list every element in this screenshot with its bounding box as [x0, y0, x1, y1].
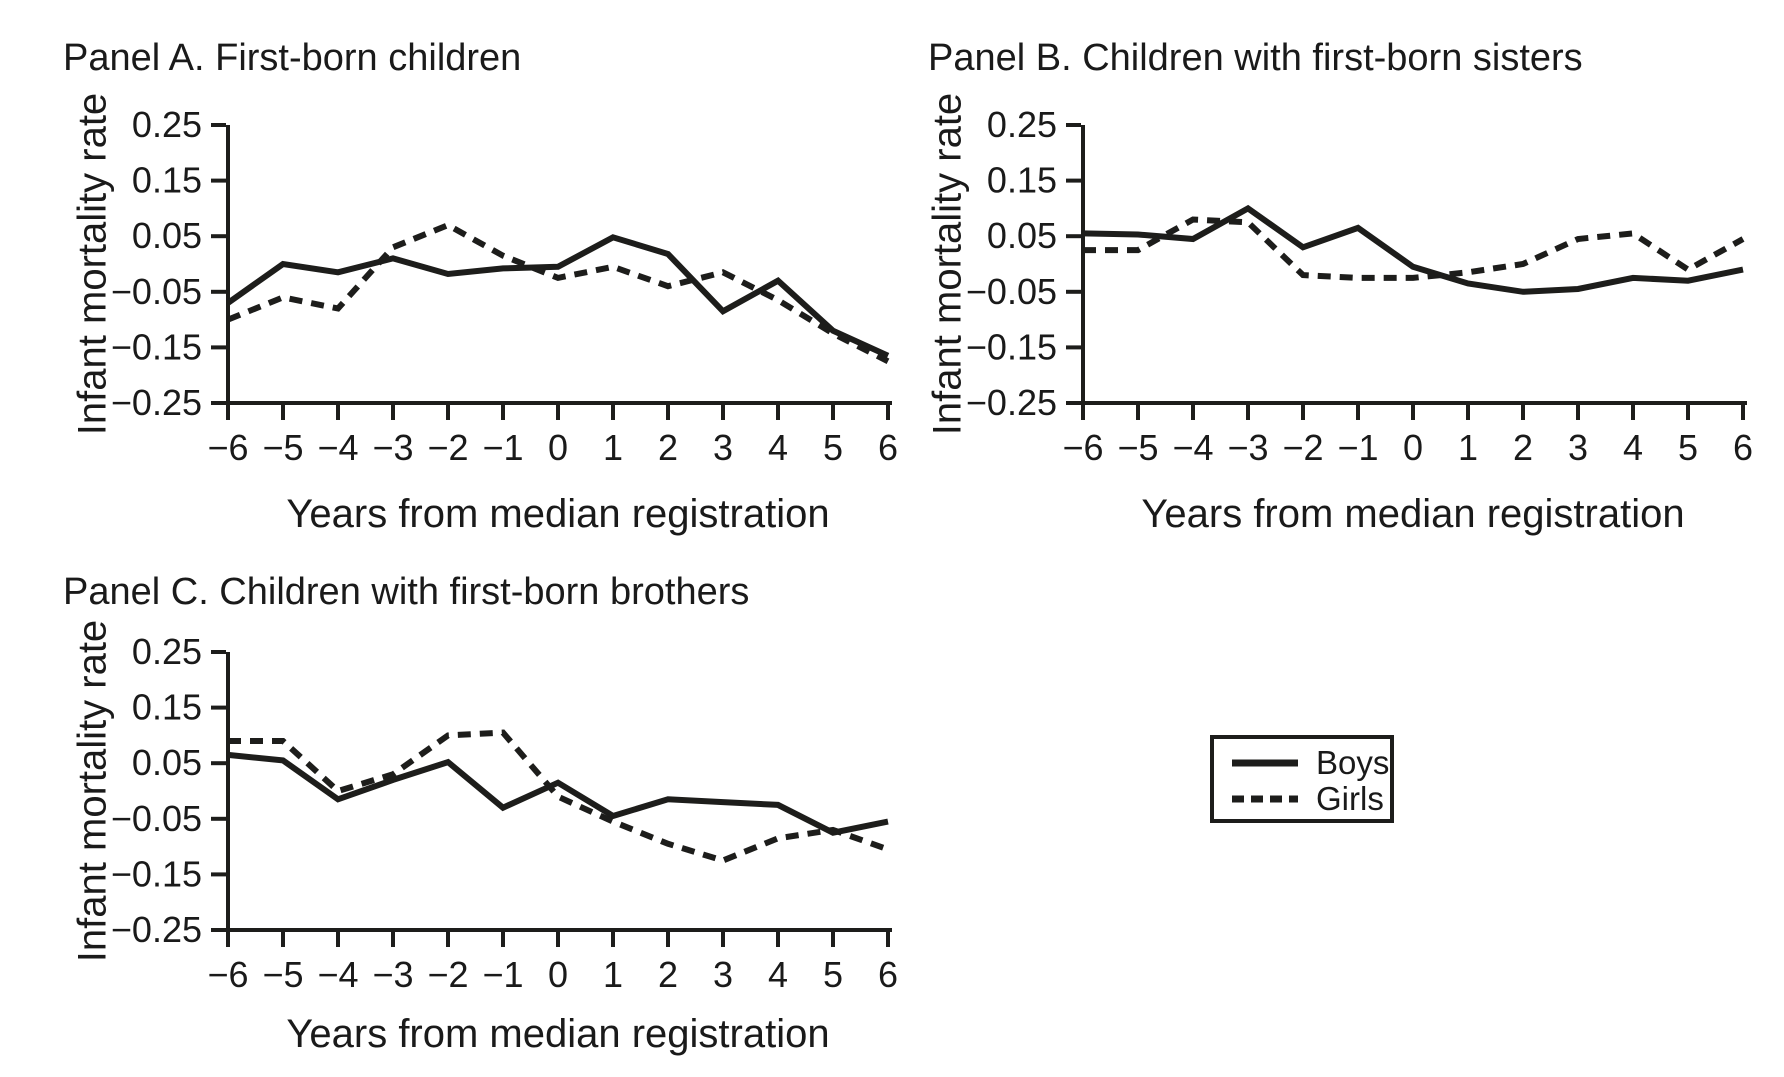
x-tick-label: 2 — [1513, 427, 1533, 468]
x-tick-label: −1 — [482, 954, 523, 995]
x-tick-label: −3 — [372, 954, 413, 995]
legend-item-girls: Girls — [1214, 780, 1390, 817]
x-tick-label: −1 — [482, 427, 523, 468]
x-tick-label: −4 — [317, 954, 358, 995]
x-tick-label: −6 — [1062, 427, 1103, 468]
x-tick-label: −4 — [1172, 427, 1213, 468]
panel-a-x-axis-label: Years from median registration — [286, 492, 830, 536]
legend: Boys Girls — [1210, 735, 1394, 823]
y-tick-label: 0.25 — [987, 104, 1057, 145]
x-tick-label: 3 — [713, 427, 733, 468]
boys-solid-line-sample — [1232, 759, 1298, 767]
boys-line — [226, 234, 890, 359]
panel-a-title: Panel A. First-born children — [63, 37, 522, 79]
girls-line — [226, 221, 890, 364]
x-tick-label: 5 — [823, 954, 843, 995]
y-tick-label: −0.15 — [111, 853, 202, 894]
x-tick-label: 0 — [548, 954, 568, 995]
panel-c-x-axis-label: Years from median registration — [286, 1012, 830, 1056]
panel-b-title: Panel B. Children with first-born sister… — [928, 37, 1583, 79]
x-tick-label: −3 — [372, 427, 413, 468]
y-tick-label: 0.15 — [132, 160, 202, 201]
panel-b-y-axis-label: Infant mortality rate — [925, 92, 970, 436]
x-tick-label: 2 — [658, 954, 678, 995]
x-tick-label: 6 — [878, 427, 898, 468]
boys-line — [227, 751, 889, 836]
x-tick-label: −5 — [262, 954, 303, 995]
x-tick-label: 4 — [768, 427, 788, 468]
y-tick-label: −0.15 — [966, 326, 1057, 367]
panel-c-title: Panel C. Children with first-born brothe… — [63, 571, 750, 613]
x-tick-label: 3 — [1568, 427, 1588, 468]
x-tick-label: −5 — [262, 427, 303, 468]
x-tick-label: −5 — [1117, 427, 1158, 468]
y-tick-label: 0.05 — [132, 742, 202, 783]
y-tick-label: 0.25 — [132, 631, 202, 672]
girls-line — [1083, 216, 1745, 281]
x-tick-label: 6 — [1733, 427, 1753, 468]
y-tick-label: 0.25 — [132, 104, 202, 145]
panel-b-plot: 0.25 0.15 0.05 −0.05 −0.15 −0.25−6 −5 −4 −3 −2 −1 0… — [966, 104, 1753, 468]
boys-line — [1082, 204, 1744, 295]
legend-label-boys: Boys — [1316, 744, 1390, 781]
x-tick-label: 5 — [823, 427, 843, 468]
panel-a-y-axis-label: Infant mortality rate — [70, 92, 115, 436]
girls-line — [228, 729, 890, 864]
x-tick-label: 6 — [878, 954, 898, 995]
girls-dashed-line-sample — [1232, 795, 1298, 803]
y-tick-label: 0.05 — [132, 215, 202, 256]
x-tick-label: 1 — [1458, 427, 1478, 468]
x-tick-label: −3 — [1227, 427, 1268, 468]
x-tick-label: 1 — [603, 427, 623, 468]
x-tick-label: 5 — [1678, 427, 1698, 468]
panel-a-plot: 0.25 0.15 0.05 −0.05 −0.15 −0.25−6 −5 −4 −3 −2 −1 0… — [111, 104, 898, 468]
y-tick-label: −0.25 — [966, 382, 1057, 423]
panel-c-y-axis-label: Infant mortality rate — [70, 619, 115, 963]
x-tick-label: 2 — [658, 427, 678, 468]
x-tick-label: 4 — [768, 954, 788, 995]
panel-b-x-axis-label: Years from median registration — [1141, 492, 1685, 536]
panel-c-plot: 0.25 0.15 0.05 −0.05 −0.15 −0.25−6 −5 −4 −3 −2 −1 0… — [111, 631, 898, 995]
x-tick-label: 3 — [713, 954, 733, 995]
x-tick-label: −1 — [1337, 427, 1378, 468]
y-tick-label: −0.25 — [111, 382, 202, 423]
x-tick-label: 1 — [603, 954, 623, 995]
x-tick-label: −4 — [317, 427, 358, 468]
x-tick-label: −6 — [207, 954, 248, 995]
x-tick-label: −2 — [1282, 427, 1323, 468]
y-tick-label: 0.05 — [987, 215, 1057, 256]
x-tick-label: −2 — [427, 954, 468, 995]
x-tick-label: 0 — [1403, 427, 1423, 468]
legend-item-boys: Boys — [1214, 744, 1390, 781]
x-tick-label: −2 — [427, 427, 468, 468]
y-tick-label: −0.05 — [111, 798, 202, 839]
y-tick-label: −0.25 — [111, 909, 202, 950]
y-tick-label: −0.15 — [111, 326, 202, 367]
y-tick-label: −0.05 — [966, 271, 1057, 312]
x-tick-label: 0 — [548, 427, 568, 468]
y-tick-label: 0.15 — [132, 687, 202, 728]
x-tick-label: 4 — [1623, 427, 1643, 468]
legend-label-girls: Girls — [1316, 780, 1384, 817]
y-tick-label: 0.15 — [987, 160, 1057, 201]
x-tick-label: −6 — [207, 427, 248, 468]
y-tick-label: −0.05 — [111, 271, 202, 312]
